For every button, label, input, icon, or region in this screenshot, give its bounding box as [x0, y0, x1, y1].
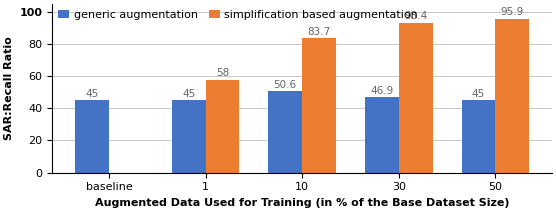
Text: 45: 45 — [86, 89, 98, 99]
Text: 50.6: 50.6 — [274, 80, 297, 90]
Bar — [461, 100, 495, 173]
X-axis label: Augmented Data Used for Training (in % of the Base Dataset Size): Augmented Data Used for Training (in % o… — [95, 198, 509, 208]
Legend: generic augmentation, simplification based augmentation: generic augmentation, simplification bas… — [58, 10, 418, 20]
Text: 46.9: 46.9 — [370, 86, 394, 96]
Text: 93.4: 93.4 — [404, 11, 427, 21]
Y-axis label: SAR:Recall Ratio: SAR:Recall Ratio — [4, 36, 14, 140]
Bar — [75, 100, 109, 173]
Bar — [269, 91, 302, 173]
Bar — [302, 38, 336, 173]
Bar — [172, 100, 206, 173]
Bar — [495, 19, 529, 173]
Bar — [399, 23, 433, 173]
Bar — [365, 97, 399, 173]
Text: 45: 45 — [182, 89, 195, 99]
Text: 95.9: 95.9 — [500, 7, 524, 17]
Text: 83.7: 83.7 — [307, 27, 331, 37]
Text: 58: 58 — [216, 68, 229, 78]
Bar — [206, 80, 239, 173]
Text: 45: 45 — [472, 89, 485, 99]
